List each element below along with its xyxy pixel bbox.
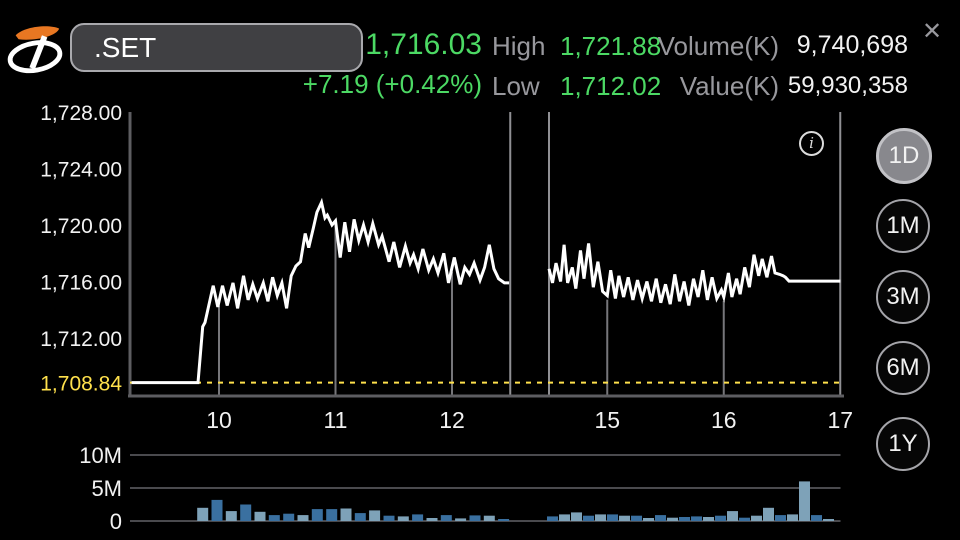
volume-bar [595, 514, 606, 521]
range-button-1y[interactable]: 1Y [876, 417, 930, 471]
y-axis-label: 1,724.00 [40, 159, 122, 182]
x-axis-label: 11 [324, 407, 348, 433]
ticker-search-input[interactable]: .SET [70, 23, 363, 72]
volume-bar [727, 511, 738, 521]
volume-bar [703, 517, 714, 521]
volume-bar [369, 510, 381, 521]
volume-bar [763, 507, 774, 521]
volume-bar [254, 511, 266, 521]
volume-bar [619, 515, 630, 521]
volume-bar [799, 481, 810, 521]
volume-axis-label: 5M [91, 476, 122, 501]
volume-value: 9,740,698 [796, 31, 908, 59]
volume-bar [739, 517, 750, 521]
volume-bar [283, 513, 295, 521]
range-button-1d-label: 1D [888, 142, 920, 169]
info-icon[interactable]: i [799, 131, 824, 156]
volume-bar [751, 515, 762, 521]
prev-close-label: 1,708.84 [40, 373, 122, 396]
range-button-6m[interactable]: 6M [876, 341, 930, 395]
volume-bar [412, 514, 424, 521]
volume-bar [469, 515, 481, 521]
volume-bar [426, 518, 438, 521]
volume-bar [354, 513, 366, 521]
volume-bar [440, 515, 452, 521]
low-label: Low [492, 71, 540, 101]
range-button-3m-label: 3M [886, 283, 920, 310]
volume-bar [691, 516, 702, 521]
volume-bar [483, 515, 495, 521]
x-axis-label: 15 [594, 407, 620, 433]
x-axis-label: 16 [711, 407, 737, 433]
volume-bar [823, 519, 834, 521]
high-value: 1,721.88 [560, 31, 662, 61]
volume-bar [643, 518, 654, 521]
range-button-1m[interactable]: 1M [876, 199, 930, 253]
volume-bar [715, 515, 726, 521]
volume-bar [787, 514, 798, 521]
y-axis-label: 1,720.00 [40, 215, 122, 238]
x-axis-label: 17 [827, 407, 853, 433]
volume-bar [559, 514, 570, 521]
volume-bar [311, 509, 323, 521]
volume-label: Volume(K) [657, 31, 779, 61]
volume-bar [383, 515, 395, 521]
volume-bar [225, 511, 237, 521]
y-axis-label: 1,716.00 [40, 272, 122, 295]
volume-bar [211, 499, 223, 521]
volume-bar [679, 517, 690, 521]
close-icon[interactable]: ✕ [921, 18, 943, 45]
volume-bar [583, 515, 594, 521]
volume-bar [297, 515, 309, 521]
volume-bar [240, 504, 252, 521]
volume-bar [498, 519, 510, 521]
volume-axis-label: 10M [79, 443, 122, 468]
volume-bar [397, 516, 409, 521]
range-button-3m[interactable]: 3M [876, 270, 930, 324]
volume-bar [655, 515, 666, 521]
range-button-1y-label: 1Y [888, 430, 918, 457]
low-value: 1,712.02 [560, 71, 662, 101]
volume-bar [667, 517, 678, 521]
value-label: Value(K) [679, 71, 779, 101]
last-price: 1,716.03 [365, 28, 482, 61]
value-value: 59,930,358 [787, 72, 908, 99]
volume-axis-label: 0 [110, 509, 122, 534]
volume-bar [547, 516, 558, 521]
price-change: +7.19 (+0.42%) [302, 69, 482, 99]
volume-bar [340, 508, 352, 521]
range-button-1m-label: 1M [886, 212, 920, 239]
volume-bar [326, 509, 338, 521]
broker-logo-icon [7, 26, 63, 74]
price-line [547, 243, 841, 306]
x-axis-label: 10 [206, 407, 232, 433]
volume-bar [811, 515, 822, 521]
price-line [131, 197, 510, 385]
volume-bar [455, 518, 467, 521]
range-button-6m-label: 6M [886, 354, 920, 381]
ticker-symbol: .SET [94, 32, 157, 63]
volume-bar [571, 512, 582, 521]
volume-bar [775, 515, 786, 521]
volume-bar [607, 514, 618, 521]
y-axis-label: 1,728.00 [40, 102, 122, 125]
x-axis-label: 12 [439, 407, 465, 433]
range-button-1d[interactable]: 1D [876, 128, 932, 184]
high-label: High [492, 31, 546, 61]
volume-bar [631, 515, 642, 521]
y-axis-label: 1,712.00 [40, 328, 122, 351]
volume-bar [268, 515, 280, 521]
volume-bar [197, 507, 209, 521]
